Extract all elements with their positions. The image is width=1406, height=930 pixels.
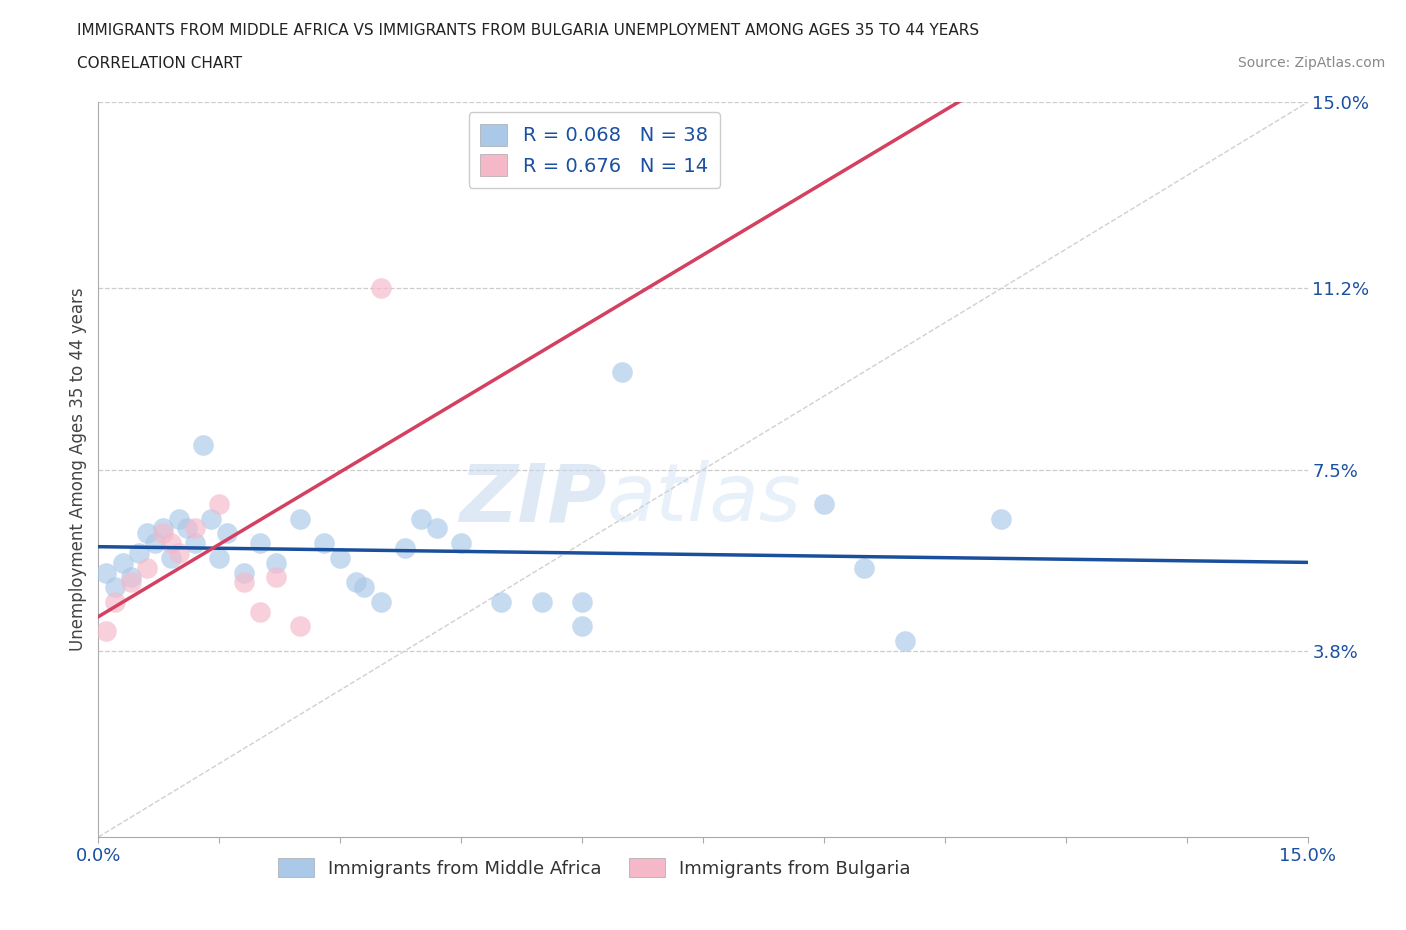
Point xyxy=(893,633,915,648)
Point xyxy=(143,536,166,551)
Point xyxy=(120,570,142,585)
Point xyxy=(152,525,174,540)
Point xyxy=(990,512,1012,526)
Point xyxy=(193,438,215,453)
Point xyxy=(200,512,222,526)
Y-axis label: Unemployment Among Ages 35 to 44 years: Unemployment Among Ages 35 to 44 years xyxy=(69,288,87,651)
Point xyxy=(264,555,287,570)
Point xyxy=(530,594,553,609)
Point xyxy=(120,575,142,590)
Point xyxy=(394,540,416,555)
Text: Source: ZipAtlas.com: Source: ZipAtlas.com xyxy=(1237,56,1385,70)
Point xyxy=(208,551,231,565)
Point xyxy=(612,365,634,379)
Point xyxy=(409,512,432,526)
Point xyxy=(571,594,593,609)
Point xyxy=(370,594,392,609)
Point xyxy=(184,536,207,551)
Text: atlas: atlas xyxy=(606,460,801,538)
Point xyxy=(288,512,311,526)
Point xyxy=(232,565,254,580)
Point xyxy=(450,536,472,551)
Point xyxy=(426,521,449,536)
Point xyxy=(571,619,593,634)
Point xyxy=(160,551,183,565)
Point xyxy=(853,560,876,575)
Point xyxy=(103,579,125,594)
Point xyxy=(208,497,231,512)
Point xyxy=(288,619,311,634)
Point xyxy=(314,536,336,551)
Text: ZIP: ZIP xyxy=(458,460,606,538)
Point xyxy=(184,521,207,536)
Point xyxy=(160,536,183,551)
Point xyxy=(96,565,118,580)
Point xyxy=(111,555,134,570)
Point xyxy=(344,575,367,590)
Point xyxy=(813,497,835,512)
Point xyxy=(217,525,239,540)
Point xyxy=(353,579,375,594)
Point xyxy=(264,570,287,585)
Point xyxy=(491,594,513,609)
Point xyxy=(135,525,157,540)
Point xyxy=(96,624,118,639)
Text: CORRELATION CHART: CORRELATION CHART xyxy=(77,56,242,71)
Point xyxy=(128,546,150,561)
Legend: Immigrants from Middle Africa, Immigrants from Bulgaria: Immigrants from Middle Africa, Immigrant… xyxy=(269,849,920,886)
Point xyxy=(167,546,190,561)
Point xyxy=(232,575,254,590)
Point xyxy=(329,551,352,565)
Point xyxy=(135,560,157,575)
Point xyxy=(167,512,190,526)
Point xyxy=(370,281,392,296)
Text: IMMIGRANTS FROM MIDDLE AFRICA VS IMMIGRANTS FROM BULGARIA UNEMPLOYMENT AMONG AGE: IMMIGRANTS FROM MIDDLE AFRICA VS IMMIGRA… xyxy=(77,23,980,38)
Point xyxy=(176,521,198,536)
Point xyxy=(249,536,271,551)
Point xyxy=(152,521,174,536)
Point xyxy=(103,594,125,609)
Point xyxy=(249,604,271,619)
